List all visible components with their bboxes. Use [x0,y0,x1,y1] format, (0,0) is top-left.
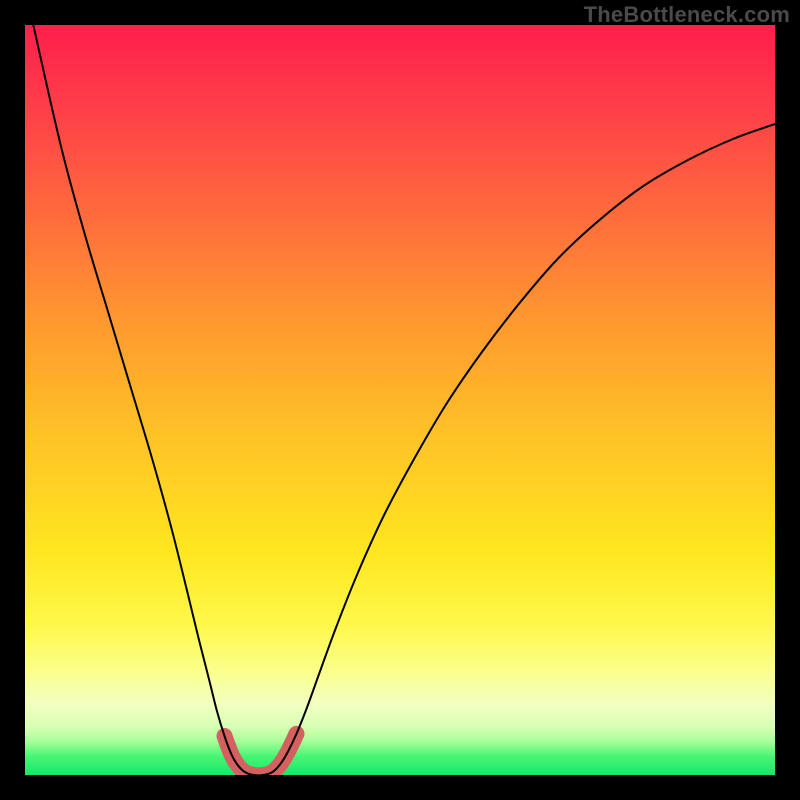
frame-left [0,0,25,800]
chart-plot-area [25,25,775,775]
frame-bottom [0,775,800,800]
chart-svg [25,25,775,775]
frame-right [775,0,800,800]
watermark-text: TheBottleneck.com [584,2,790,28]
